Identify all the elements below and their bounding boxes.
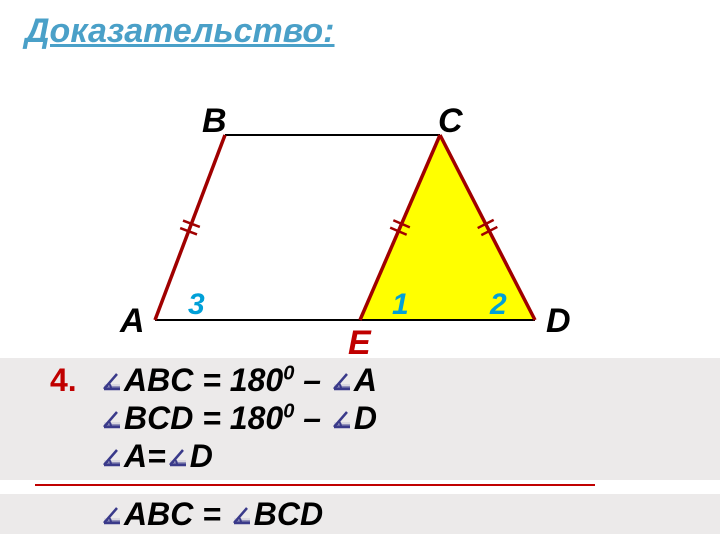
vertex-C: C [438,102,463,141]
proof-title: Доказательство: [25,12,335,51]
proof-line-4: ABC = BCD [100,496,323,533]
proof-line-1: ABC = 1800 – A [100,362,377,399]
vertex-B: B [202,102,227,141]
proof-line-2: BCD = 1800 – D [100,400,377,437]
angle-2: 2 [490,288,507,322]
step-number: 4. [50,362,77,399]
angle-3: 3 [188,288,205,322]
proof-line-3: A=D [100,438,213,475]
proof-divider [35,484,595,486]
vertex-D: D [546,302,571,341]
angle-1: 1 [392,288,409,322]
vertex-A: A [120,302,145,341]
